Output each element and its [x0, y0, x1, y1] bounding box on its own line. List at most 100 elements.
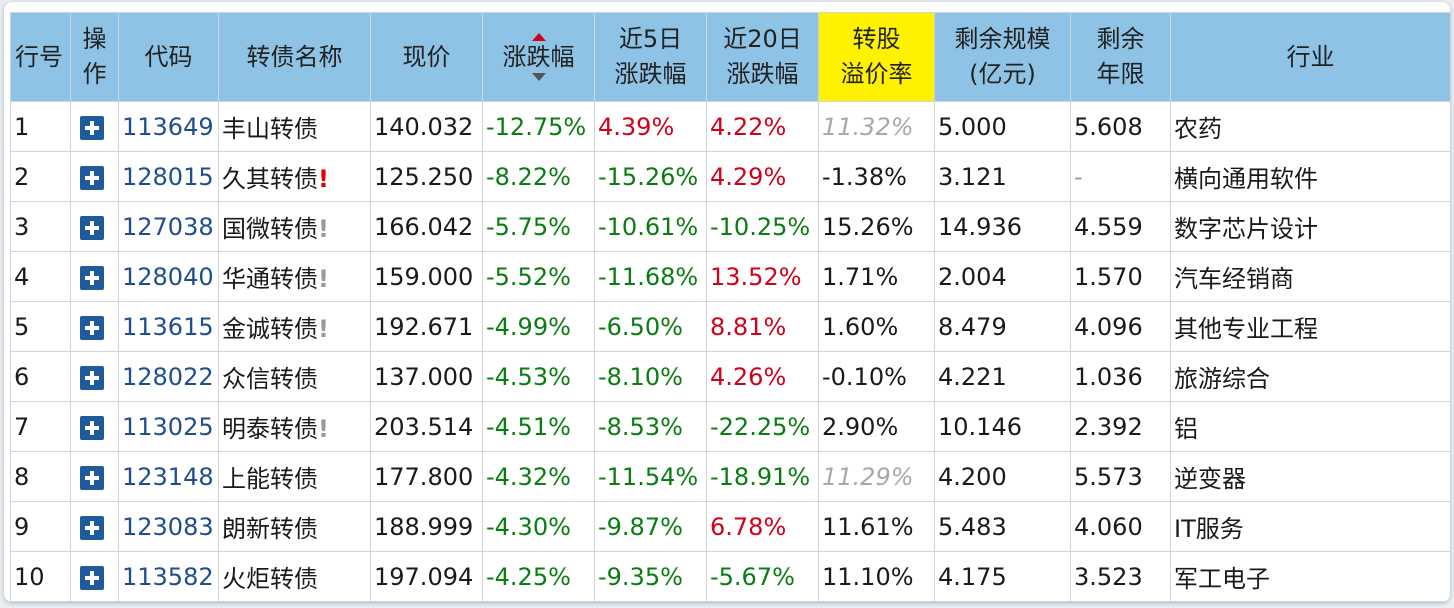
bond-name[interactable]: 国微转债 [222, 215, 318, 243]
change-5d-cell: -8.10% [594, 351, 707, 402]
bond-code-link[interactable]: 128022 [118, 351, 219, 402]
bond-code-link[interactable]: 128015 [118, 151, 219, 202]
change-5d-cell: -10.61% [594, 201, 707, 252]
premium-cell: 2.90% [818, 401, 935, 452]
bond-name-cell[interactable]: 久其转债! [218, 151, 371, 202]
plus-icon[interactable] [80, 265, 104, 290]
add-watch-button[interactable] [70, 201, 119, 252]
change-5d-cell: -8.53% [594, 401, 707, 452]
add-watch-button[interactable] [70, 301, 119, 352]
bond-name-cell[interactable]: 明泰转债! [218, 401, 371, 452]
bond-name-cell[interactable]: 丰山转债 [218, 101, 371, 152]
header-change-5d[interactable]: 近5日 涨跌幅 [594, 12, 707, 102]
bond-name-cell[interactable]: 上能转债 [218, 451, 371, 502]
plus-icon[interactable] [80, 215, 104, 240]
header-remaining-years[interactable]: 剩余 年限 [1070, 12, 1171, 102]
premium-cell: 15.26% [818, 201, 935, 252]
bond-code-link[interactable]: 123148 [118, 451, 219, 502]
remaining-years-cell: 4.559 [1070, 201, 1171, 252]
change-cell: -4.25% [482, 551, 595, 602]
add-watch-button[interactable] [70, 451, 119, 502]
bond-name-cell[interactable]: 华通转债! [218, 251, 371, 302]
row-number: 5 [10, 301, 71, 352]
plus-icon[interactable] [80, 465, 104, 490]
add-watch-button[interactable] [70, 351, 119, 402]
header-code[interactable]: 代码 [118, 12, 219, 102]
premium-cell: -0.10% [818, 351, 935, 402]
change-cell: -5.52% [482, 251, 595, 302]
bond-name-cell[interactable]: 金诚转债! [218, 301, 371, 352]
table-row: 6 128022 众信转债 137.000 -4.53% -8.10% 4.26% -0.10… [10, 351, 1450, 402]
bond-code-link[interactable]: 127038 [118, 201, 219, 252]
warning-flag-icon: ! [318, 265, 329, 293]
premium-cell: 11.10% [818, 551, 935, 602]
table-row: 10 113582 火炬转债 197.094 -4.25% -9.35% -5.67% 11.… [10, 551, 1450, 602]
plus-icon[interactable] [80, 115, 104, 140]
change-20d-cell: 6.78% [706, 501, 819, 552]
bond-name[interactable]: 久其转债 [222, 165, 318, 193]
bond-code-link[interactable]: 128040 [118, 251, 219, 302]
add-watch-button[interactable] [70, 551, 119, 602]
bond-name[interactable]: 上能转债 [222, 465, 318, 493]
bond-name-cell[interactable]: 众信转债 [218, 351, 371, 402]
plus-icon[interactable] [80, 415, 104, 440]
bond-name[interactable]: 众信转债 [222, 365, 318, 393]
remaining-size-cell: 2.004 [934, 251, 1071, 302]
table-row: 1 113649 丰山转债 140.032 -12.75% 4.39% 4.22% 11.32… [10, 101, 1450, 152]
price-cell: 188.999 [370, 501, 483, 552]
header-conversion-premium[interactable]: 转股 溢价率 [818, 12, 935, 102]
add-watch-button[interactable] [70, 101, 119, 152]
bond-name-cell[interactable]: 火炬转债 [218, 551, 371, 602]
header-industry[interactable]: 行业 [1170, 12, 1450, 102]
change-20d-cell: -5.67% [706, 551, 819, 602]
remaining-size-cell: 10.146 [934, 401, 1071, 452]
bond-code-link[interactable]: 113615 [118, 301, 219, 352]
change-5d-cell: -11.68% [594, 251, 707, 302]
remaining-years-cell: 4.096 [1070, 301, 1171, 352]
bond-code-link[interactable]: 113025 [118, 401, 219, 452]
add-watch-button[interactable] [70, 401, 119, 452]
table-row: 5 113615 金诚转债! 192.671 -4.99% -6.50% 8.81% 1.60… [10, 301, 1450, 352]
bond-name[interactable]: 明泰转债 [222, 415, 318, 443]
bond-name[interactable]: 朗新转债 [222, 515, 318, 543]
bond-name-cell[interactable]: 朗新转债 [218, 501, 371, 552]
header-remaining-size[interactable]: 剩余规模 (亿元) [934, 12, 1071, 102]
add-watch-button[interactable] [70, 151, 119, 202]
plus-icon[interactable] [80, 515, 104, 540]
plus-icon[interactable] [80, 165, 104, 190]
remaining-years-cell: - [1070, 151, 1171, 202]
warning-flag-icon: ! [318, 415, 329, 443]
sort-down-arrow-icon [531, 73, 546, 81]
premium-cell: 11.61% [818, 501, 935, 552]
header-bond-name[interactable]: 转债名称 [218, 12, 371, 102]
header-row-number[interactable]: 行号 [10, 12, 71, 102]
bond-name[interactable]: 华通转债 [222, 265, 318, 293]
bond-name[interactable]: 火炬转债 [222, 565, 318, 593]
bond-name[interactable]: 金诚转债 [222, 315, 318, 343]
plus-icon[interactable] [80, 315, 104, 340]
bond-name-cell[interactable]: 国微转债! [218, 201, 371, 252]
remaining-size-cell: 4.221 [934, 351, 1071, 402]
header-change-20d[interactable]: 近20日 涨跌幅 [706, 12, 819, 102]
change-cell: -12.75% [482, 101, 595, 152]
change-cell: -4.51% [482, 401, 595, 452]
add-watch-button[interactable] [70, 501, 119, 552]
change-cell: -4.32% [482, 451, 595, 502]
bond-code-link[interactable]: 123083 [118, 501, 219, 552]
plus-icon[interactable] [80, 565, 104, 590]
header-price[interactable]: 现价 [370, 12, 483, 102]
bond-code-link[interactable]: 113582 [118, 551, 219, 602]
price-cell: 125.250 [370, 151, 483, 202]
header-change-sorted[interactable]: 涨跌幅 [482, 12, 595, 102]
remaining-size-cell: 3.121 [934, 151, 1071, 202]
industry-cell: 旅游综合 [1170, 351, 1450, 402]
bond-code-link[interactable]: 113649 [118, 101, 219, 152]
change-5d-cell: -11.54% [594, 451, 707, 502]
remaining-size-cell: 4.200 [934, 451, 1071, 502]
plus-icon[interactable] [80, 365, 104, 390]
bond-name[interactable]: 丰山转债 [222, 115, 318, 143]
change-20d-cell: 13.52% [706, 251, 819, 302]
change-5d-cell: -6.50% [594, 301, 707, 352]
add-watch-button[interactable] [70, 251, 119, 302]
change-20d-cell: 4.29% [706, 151, 819, 202]
